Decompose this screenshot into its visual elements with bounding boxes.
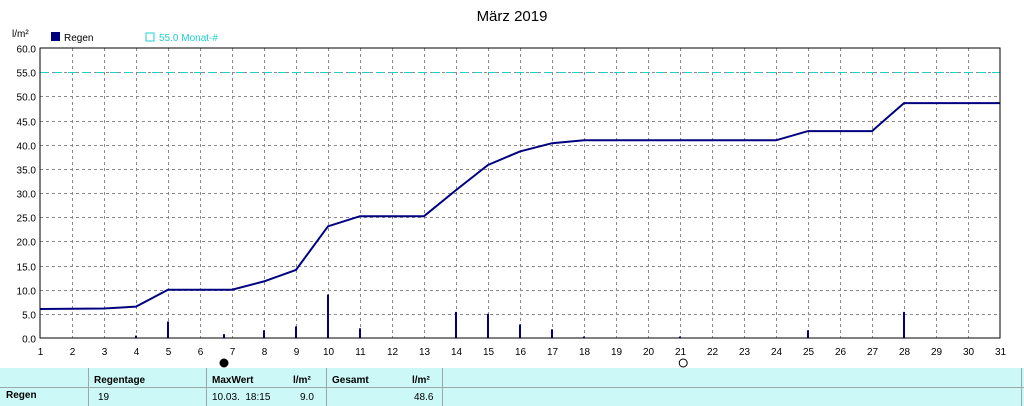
footer-hline	[0, 387, 1024, 388]
rain-bar	[807, 330, 809, 338]
y-tick-label: 50.0	[17, 93, 37, 104]
summary-row-label: Regen	[6, 390, 37, 401]
x-tick-label: 1	[38, 347, 44, 358]
legend-rain-label: Regen	[64, 33, 93, 44]
y-tick-label: 35.0	[17, 166, 37, 177]
regentage-value: 19	[98, 392, 110, 403]
y-tick-label: 20.0	[17, 238, 37, 249]
x-tick-label: 10	[323, 347, 335, 358]
daily-rain-bars	[135, 294, 905, 338]
x-tick-label: 29	[931, 347, 943, 358]
y-tick-label: 60.0	[17, 45, 37, 56]
x-tick-label: 13	[419, 347, 431, 358]
x-tick-label: 12	[387, 347, 399, 358]
x-tick-label: 30	[963, 347, 975, 358]
rain-bar	[487, 313, 489, 338]
y-tick-labels: 0.0 5.0 10.0 15.0 20.0 25.0 30.0 35.0 40.0 45.0 50…	[17, 45, 37, 346]
x-tick-label: 5	[166, 347, 172, 358]
x-tick-label: 18	[579, 347, 591, 358]
legend-threshold-label: 55.0 Monat-#	[159, 33, 218, 44]
y-tick-label: 30.0	[17, 190, 37, 201]
x-tick-label: 15	[483, 347, 495, 358]
x-tick-label: 22	[707, 347, 719, 358]
y-axis-unit: l/m²	[12, 29, 29, 40]
rain-bar	[903, 311, 905, 338]
legend: Regen 55.0 Monat-#	[51, 32, 218, 44]
rain-bar	[519, 324, 521, 338]
gesamt-label: Gesamt	[332, 375, 369, 386]
moon-markers	[219, 358, 688, 368]
x-tick-label: 21	[675, 347, 687, 358]
x-tick-label: 17	[547, 347, 559, 358]
x-tick-label: 24	[771, 347, 783, 358]
y-tick-label: 15.0	[17, 263, 37, 274]
y-tick-label: 5.0	[22, 311, 36, 322]
y-tick-label: 25.0	[17, 214, 37, 225]
x-tick-label: 6	[198, 347, 204, 358]
x-tick-label: 4	[134, 347, 140, 358]
legend-threshold-swatch	[145, 32, 155, 42]
rain-bar	[679, 336, 681, 338]
x-tick-label: 9	[294, 347, 300, 358]
rain-bar	[223, 334, 225, 338]
rain-chart: März 2019 l/m² Regen 55.0 Monat-# 0.0 5.0…	[12, 8, 1007, 368]
x-tick-label: 26	[835, 347, 847, 358]
legend-rain-swatch	[51, 32, 60, 41]
y-tick-label: 55.0	[17, 69, 37, 80]
x-tick-label: 23	[739, 347, 751, 358]
regentage-label: Regentage	[94, 375, 146, 386]
plot-frame	[39, 47, 1001, 339]
x-tick-label: 28	[899, 347, 911, 358]
chart-title: März 2019	[477, 8, 548, 25]
x-tick-label: 27	[867, 347, 879, 358]
maxwert-label: MaxWert	[212, 375, 254, 386]
rain-bar	[359, 328, 361, 338]
y-tick-label: 45.0	[17, 118, 37, 129]
x-tick-label: 2	[70, 347, 76, 358]
y-tick-label: 0.0	[22, 335, 36, 346]
x-tick-label: 19	[611, 347, 623, 358]
x-tick-label: 11	[355, 347, 366, 358]
rain-bar	[327, 294, 329, 338]
gesamt-unit: l/m²	[412, 375, 430, 386]
new-moon-icon	[219, 358, 229, 368]
maxwert-unit: l/m²	[293, 375, 311, 386]
rain-bar	[583, 336, 585, 338]
full-moon-icon	[678, 358, 688, 368]
x-tick-labels: 1 2 3 4 5 6 7 8 9 10 11 12 13 14 15 16 17 18 19 20 21 22 23 24 2…	[38, 347, 1007, 358]
x-tick-label: 7	[230, 347, 236, 358]
gesamt-value: 48.6	[414, 392, 434, 403]
y-tick-label: 40.0	[17, 142, 37, 153]
x-tick-label: 20	[643, 347, 655, 358]
x-tick-label: 31	[995, 347, 1007, 358]
maxwert-value: 9.0	[300, 392, 314, 403]
x-tick-label: 3	[102, 347, 108, 358]
rain-bar	[455, 311, 457, 338]
cumulative-rain-line	[39, 102, 1000, 310]
maxwert-datetime: 10.03. 18:15	[212, 392, 271, 403]
rain-bar	[167, 321, 169, 338]
x-tick-label: 8	[262, 347, 268, 358]
rain-bar	[263, 330, 265, 338]
rain-bar	[135, 335, 137, 338]
x-tick-label: 16	[515, 347, 527, 358]
x-tick-label: 14	[451, 347, 463, 358]
rain-bar	[295, 326, 297, 338]
y-tick-label: 10.0	[17, 287, 37, 298]
x-tick-label: 25	[803, 347, 815, 358]
rain-bar	[551, 329, 553, 338]
